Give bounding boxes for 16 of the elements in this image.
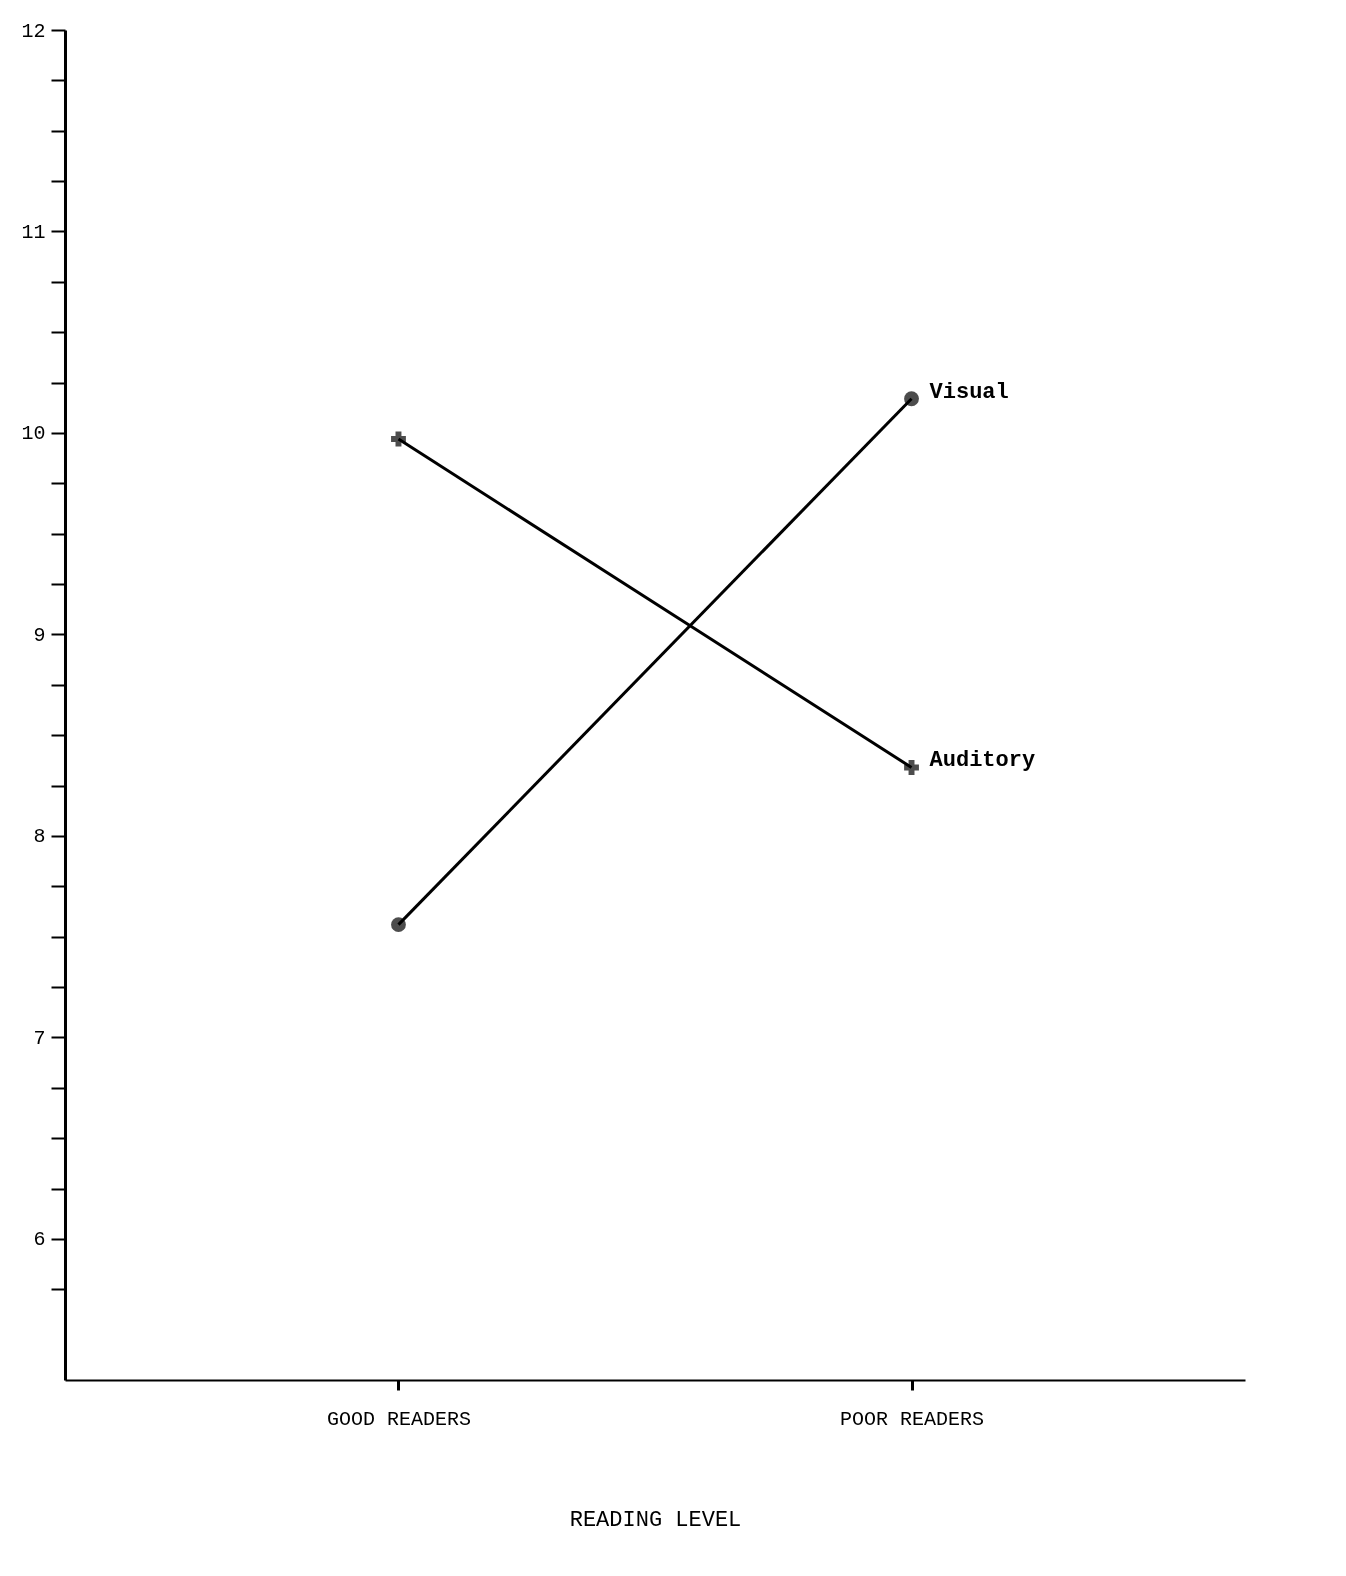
x-axis-title: READING LEVEL <box>569 1507 742 1533</box>
point <box>391 917 406 933</box>
y-tick-label: 9 <box>33 623 46 647</box>
y-tick-label: 12 <box>21 19 46 43</box>
point <box>904 760 919 775</box>
y-tick-label: 11 <box>21 220 46 244</box>
y-tick-label: 8 <box>33 825 46 849</box>
y-tick-label: 7 <box>33 1026 46 1050</box>
y-tick-label: 10 <box>21 422 46 446</box>
y-tick-label: 6 <box>33 1228 46 1252</box>
point <box>904 391 919 407</box>
series-label: Visual <box>929 379 1009 405</box>
point <box>391 431 406 447</box>
x-tick-label: GOOD READERS <box>326 1407 471 1431</box>
x-tick-label: POOR READERS <box>840 1407 985 1431</box>
series-label: Auditory <box>929 748 1036 774</box>
